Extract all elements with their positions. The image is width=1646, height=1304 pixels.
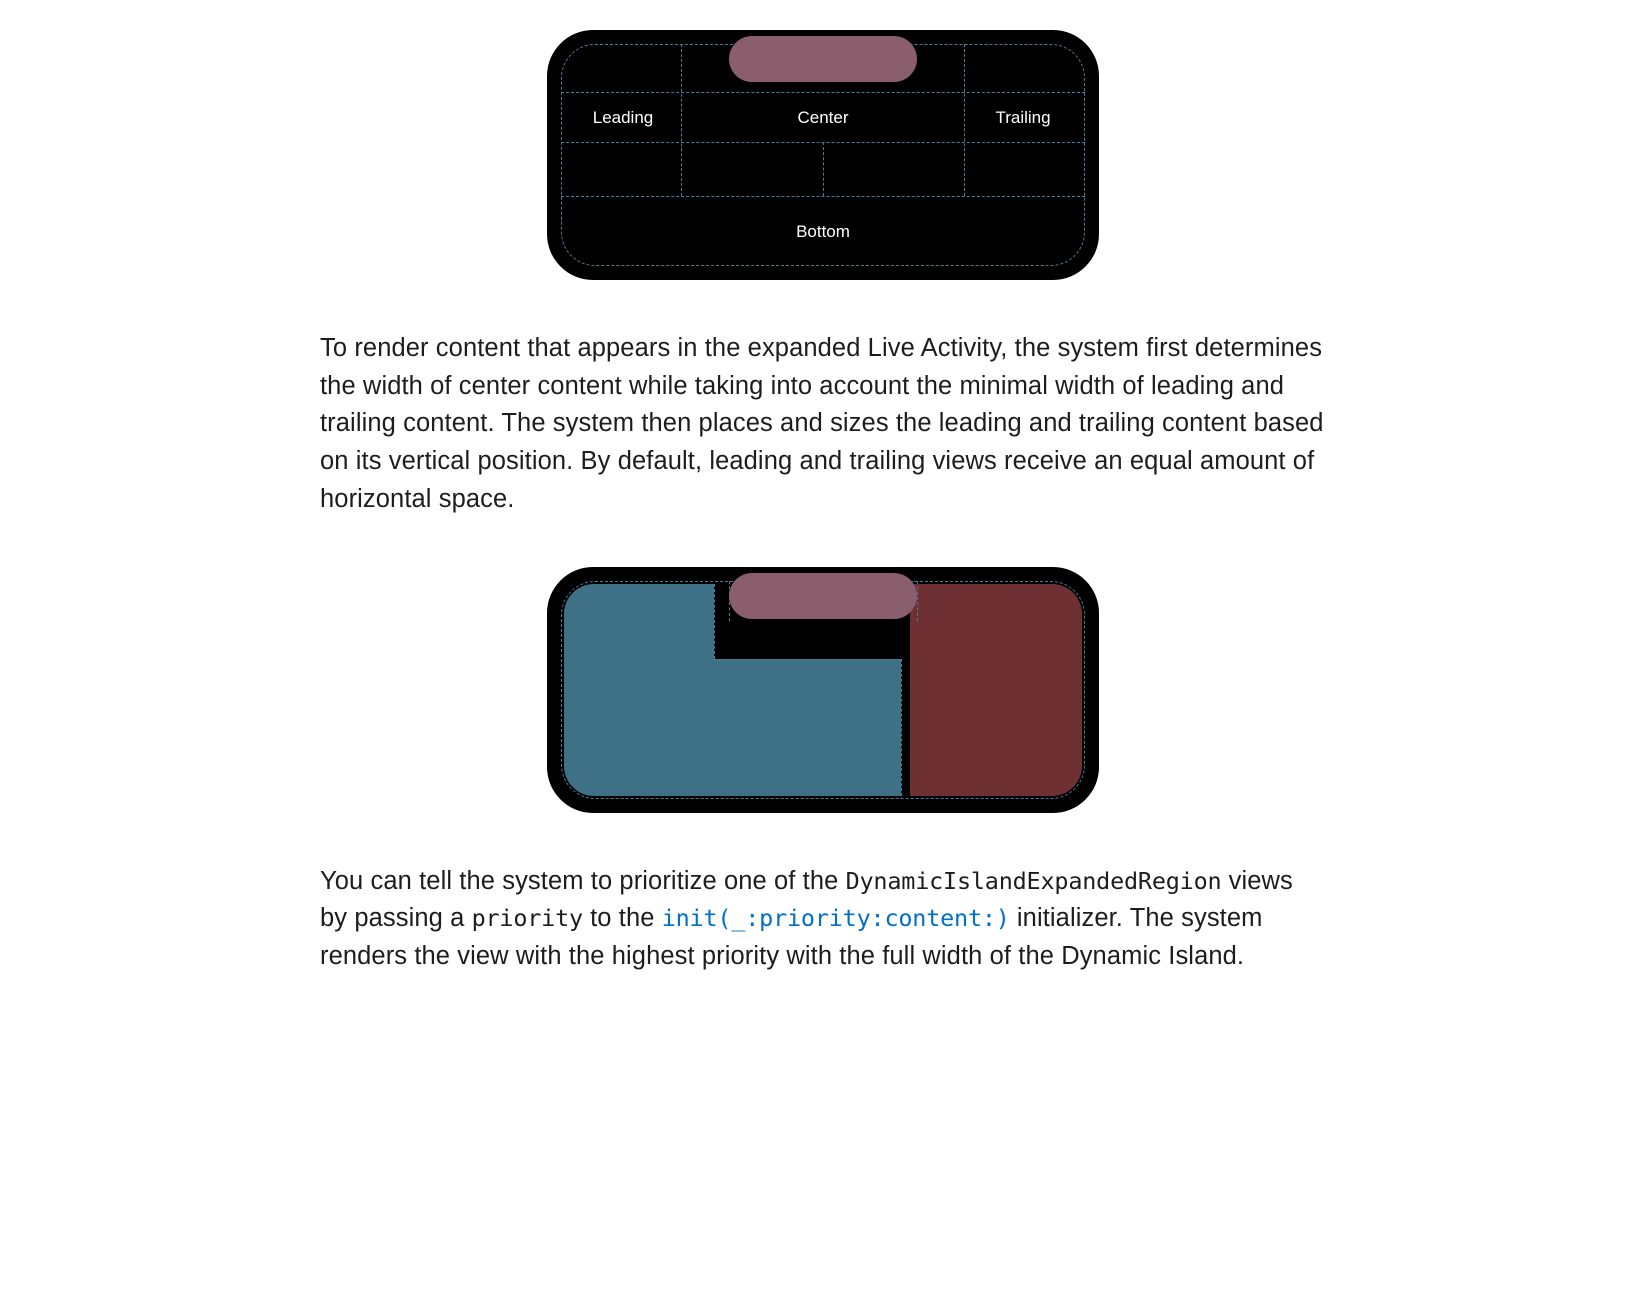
text-run: You can tell the system to prioritize on…: [320, 867, 846, 895]
api-reference-link[interactable]: init(_:priority:content:): [662, 904, 1010, 932]
guide-line: [714, 584, 715, 659]
guide-line: [561, 196, 1085, 197]
guide-line: [729, 581, 917, 582]
truedepth-camera-pill: [729, 573, 917, 619]
dynamic-island-priority-diagram: [320, 567, 1326, 813]
body-paragraph: You can tell the system to prioritize on…: [320, 863, 1326, 976]
guide-line: [729, 581, 730, 621]
guide-line: [561, 92, 1085, 93]
region-label-bottom: Bottom: [796, 222, 850, 242]
dynamic-island-expanded-outline: Leading Center Trailing Bottom: [547, 30, 1099, 280]
dynamic-island-regions-diagram: Leading Center Trailing Bottom: [320, 30, 1326, 280]
text-run: to the: [583, 904, 662, 932]
region-label-center: Center: [797, 108, 848, 128]
inline-code: DynamicIslandExpandedRegion: [846, 867, 1222, 895]
body-paragraph: To render content that appears in the ex…: [320, 330, 1326, 519]
leading-region-fill: [564, 584, 714, 659]
guide-line: [823, 142, 824, 196]
region-label-trailing: Trailing: [995, 108, 1050, 128]
guide-line: [561, 142, 1085, 143]
region-label-leading: Leading: [593, 108, 654, 128]
inline-code: init(_:priority:content:): [662, 904, 1010, 932]
dynamic-island-expanded-filled: [547, 567, 1099, 813]
inline-code: priority: [472, 904, 583, 932]
guide-line: [681, 44, 682, 196]
leading-expanded-fill: [564, 659, 901, 796]
guide-line: [901, 659, 902, 796]
guide-line: [964, 44, 965, 196]
truedepth-camera-pill: [729, 36, 917, 82]
trailing-region-fill: [910, 584, 1082, 796]
